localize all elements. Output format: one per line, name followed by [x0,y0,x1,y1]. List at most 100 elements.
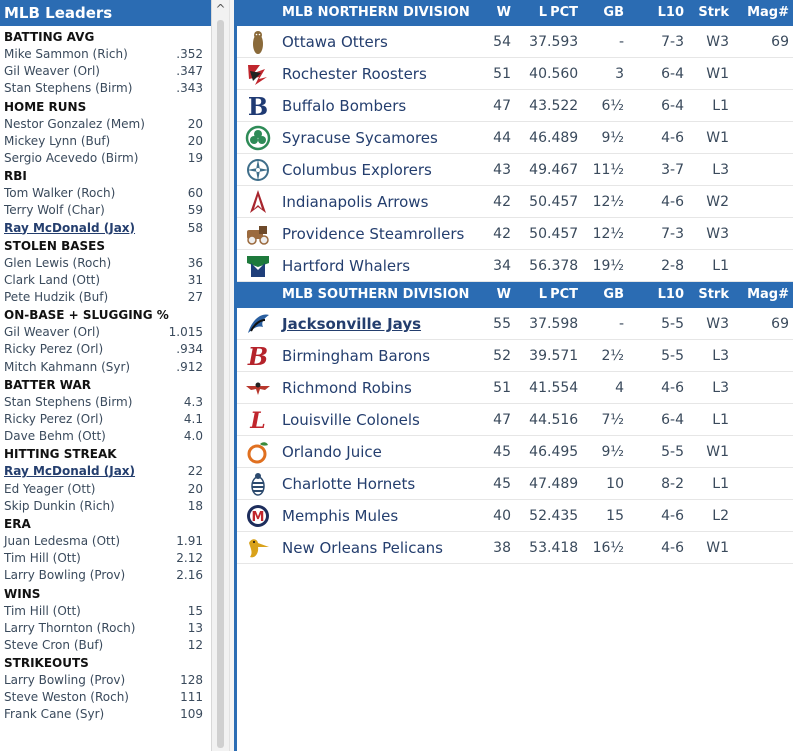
team-l: 40 [529,66,547,82]
player-name: Mitch Kahmann (Syr) [4,359,131,374]
svg-text:B: B [247,343,268,369]
team-name[interactable]: Orlando Juice [282,443,382,461]
pelican-logo-icon [245,535,271,561]
panel-splitter[interactable] [229,0,237,751]
column-header-l10[interactable]: L10 [657,5,684,20]
team-row[interactable]: L Louisville Colonels 47 44.516 7½ 6-4 L1 [237,404,793,436]
column-header-l[interactable]: L [538,5,547,20]
team-w: 42 [493,194,511,210]
player-name: Larry Thornton (Roch) [4,620,136,635]
scrollbar-thumb[interactable] [217,20,224,748]
leader-row[interactable]: Ray McDonald (Jax) 22 [0,463,211,480]
team-name[interactable]: Memphis Mules [282,507,399,525]
column-header-strk[interactable]: Strk [698,287,729,302]
team-name[interactable]: Birmingham Barons [282,347,431,365]
team-l: 43 [529,98,547,114]
team-name[interactable]: Louisville Colonels [282,411,420,429]
team-row[interactable]: Columbus Explorers 43 49.467 11½ 3-7 L3 [237,154,793,186]
team-name[interactable]: Columbus Explorers [282,161,432,179]
player-name: Tim Hill (Ott) [4,603,81,618]
team-l10: 8-2 [661,476,684,492]
team-l10: 4-6 [661,508,684,524]
column-header-w[interactable]: W [496,287,511,302]
leaders-title: MLB Leaders [0,0,211,26]
team-row[interactable]: Jacksonville Jays 55 37.598 - 5-5 W3 69 [237,308,793,340]
column-header-strk[interactable]: Strk [698,5,729,20]
colonels-l-logo-icon: L [245,407,271,434]
team-name[interactable]: Ottawa Otters [282,33,388,51]
team-name[interactable]: Rochester Roosters [282,65,427,83]
player-name: Dave Behm (Ott) [4,429,106,444]
team-row[interactable]: Hartford Whalers 34 56.378 19½ 2-8 L1 [237,250,793,282]
team-row[interactable]: Ottawa Otters 54 37.593 - 7-3 W3 69 [237,26,793,58]
team-name[interactable]: New Orleans Pelicans [282,539,443,557]
team-l10: 7-3 [661,226,684,242]
team-l10: 2-8 [661,258,684,274]
leader-value: 36 [187,255,203,270]
team-row[interactable]: Indianapolis Arrows 42 50.457 12½ 4-6 W2 [237,186,793,218]
column-header-pct[interactable]: PCT [550,287,578,302]
column-header-gb[interactable]: GB [603,287,624,302]
column-header-w[interactable]: W [496,5,511,20]
team-gb: 10 [606,476,624,492]
leader-category-title: STRIKEOUTS [4,656,89,671]
player-name: Pete Hudzik (Buf) [4,290,109,305]
team-name[interactable]: Richmond Robins [282,379,412,397]
team-l: 46 [529,130,547,146]
leader-value: 12 [187,637,203,652]
column-header-gb[interactable]: GB [603,5,624,20]
team-name[interactable]: Buffalo Bombers [282,97,407,115]
team-l10: 6-4 [661,98,684,114]
team-name[interactable]: Charlotte Hornets [282,475,416,493]
team-row[interactable]: M Memphis Mules 40 52.435 15 4-6 L2 [237,500,793,532]
team-row[interactable]: Orlando Juice 45 46.495 9½ 5-5 W1 [237,436,793,468]
player-name: Clark Land (Ott) [4,272,101,287]
leader-row[interactable]: Ray McDonald (Jax) 58 [0,220,211,237]
team-row[interactable]: Providence Steamrollers 42 50.457 12½ 7-3 W3 [237,218,793,250]
column-header-pct[interactable]: PCT [550,5,578,20]
leader-row: Mitch Kahmann (Syr) .912 [0,359,211,376]
team-row[interactable]: Rochester Roosters 51 40.560 3 6-4 W1 [237,58,793,90]
team-row[interactable]: B Birmingham Barons 52 39.571 2½ 5-5 L3 [237,340,793,372]
leader-row: Mickey Lynn (Buf) 20 [0,133,211,150]
player-link[interactable]: Ray McDonald (Jax) [4,464,136,479]
column-header-mag[interactable]: Mag# [747,5,789,20]
team-row[interactable]: New Orleans Pelicans 38 53.418 16½ 4-6 W1 [237,532,793,564]
team-link[interactable]: Jacksonville Jays [282,315,422,333]
team-name[interactable]: Providence Steamrollers [282,225,465,243]
team-name[interactable]: Hartford Whalers [282,257,411,275]
team-strk: W1 [706,540,729,556]
team-l10: 5-5 [661,316,684,332]
leader-value: 128 [180,673,203,688]
column-header-l10[interactable]: L10 [657,287,684,302]
leader-row: Nestor Gonzalez (Mem) 20 [0,116,211,133]
team-l10: 5-5 [661,348,684,364]
column-header-l[interactable]: L [538,287,547,302]
team-l: 49 [529,162,547,178]
team-strk: L1 [712,98,729,114]
leader-value: 4.3 [183,394,203,409]
team-row[interactable]: Syracuse Sycamores 44 46.489 9½ 4-6 W1 [237,122,793,154]
leader-row: Tim Hill (Ott) 2.12 [0,550,211,567]
team-w: 47 [493,98,511,114]
team-l: 41 [529,380,547,396]
team-name[interactable]: Syracuse Sycamores [282,129,438,147]
division-title: MLB NORTHERN DIVISION [282,5,470,20]
team-row[interactable]: Charlotte Hornets 45 47.489 10 8-2 L1 [237,468,793,500]
team-name[interactable]: Indianapolis Arrows [282,193,429,211]
leaders-scrollbar[interactable]: ^ [211,0,229,751]
team-l: 53 [529,540,547,556]
team-l: 47 [529,476,547,492]
team-row[interactable]: Richmond Robins 51 41.554 4 4-6 L3 [237,372,793,404]
team-gb: 15 [606,508,624,524]
leader-row: Stan Stephens (Birm) .343 [0,80,211,97]
scroll-up-arrow-icon[interactable]: ^ [215,2,226,16]
leader-row: Ed Yeager (Ott) 20 [0,481,211,498]
team-row[interactable]: B Buffalo Bombers 47 43.522 6½ 6-4 L1 [237,90,793,122]
leader-value: 1.91 [176,533,203,548]
team-strk: L1 [712,412,729,428]
svg-text:M: M [252,510,265,525]
player-name: Stan Stephens (Birm) [4,394,133,409]
player-link[interactable]: Ray McDonald (Jax) [4,220,136,235]
column-header-mag[interactable]: Mag# [747,287,789,302]
